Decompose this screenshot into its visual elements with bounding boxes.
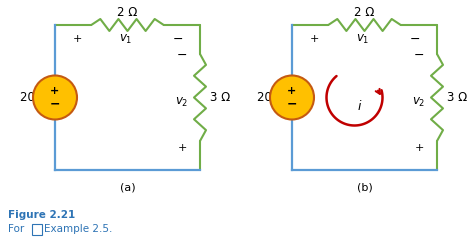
FancyBboxPatch shape xyxy=(33,223,43,235)
Text: −: − xyxy=(287,98,297,111)
Text: $v_2$: $v_2$ xyxy=(175,96,189,109)
Text: +: + xyxy=(310,34,319,44)
Text: 2 Ω: 2 Ω xyxy=(354,6,374,20)
Text: $i$: $i$ xyxy=(357,98,362,113)
Text: −: − xyxy=(177,49,187,62)
Text: 20 V: 20 V xyxy=(257,91,284,104)
Text: 2 Ω: 2 Ω xyxy=(117,6,137,20)
Circle shape xyxy=(33,75,77,120)
Text: −: − xyxy=(50,98,60,111)
Text: 3 Ω: 3 Ω xyxy=(447,91,467,104)
Text: +: + xyxy=(50,86,60,96)
Text: Figure 2.21: Figure 2.21 xyxy=(8,210,75,220)
Text: For: For xyxy=(8,224,27,234)
Text: +: + xyxy=(73,34,82,44)
Text: −: − xyxy=(410,32,420,45)
Text: −: − xyxy=(414,49,424,62)
Circle shape xyxy=(270,75,314,120)
Text: $v_2$: $v_2$ xyxy=(412,96,426,109)
Text: (b): (b) xyxy=(356,183,373,193)
Text: (a): (a) xyxy=(120,183,135,193)
Text: +: + xyxy=(177,143,187,153)
Text: +: + xyxy=(414,143,424,153)
Text: −: − xyxy=(173,32,183,45)
Text: $v_1$: $v_1$ xyxy=(119,32,132,46)
Text: Example 2.5.: Example 2.5. xyxy=(44,224,112,234)
Text: 20 V: 20 V xyxy=(20,91,47,104)
Text: +: + xyxy=(287,86,297,96)
Text: 3 Ω: 3 Ω xyxy=(210,91,230,104)
Text: $v_1$: $v_1$ xyxy=(356,32,369,46)
